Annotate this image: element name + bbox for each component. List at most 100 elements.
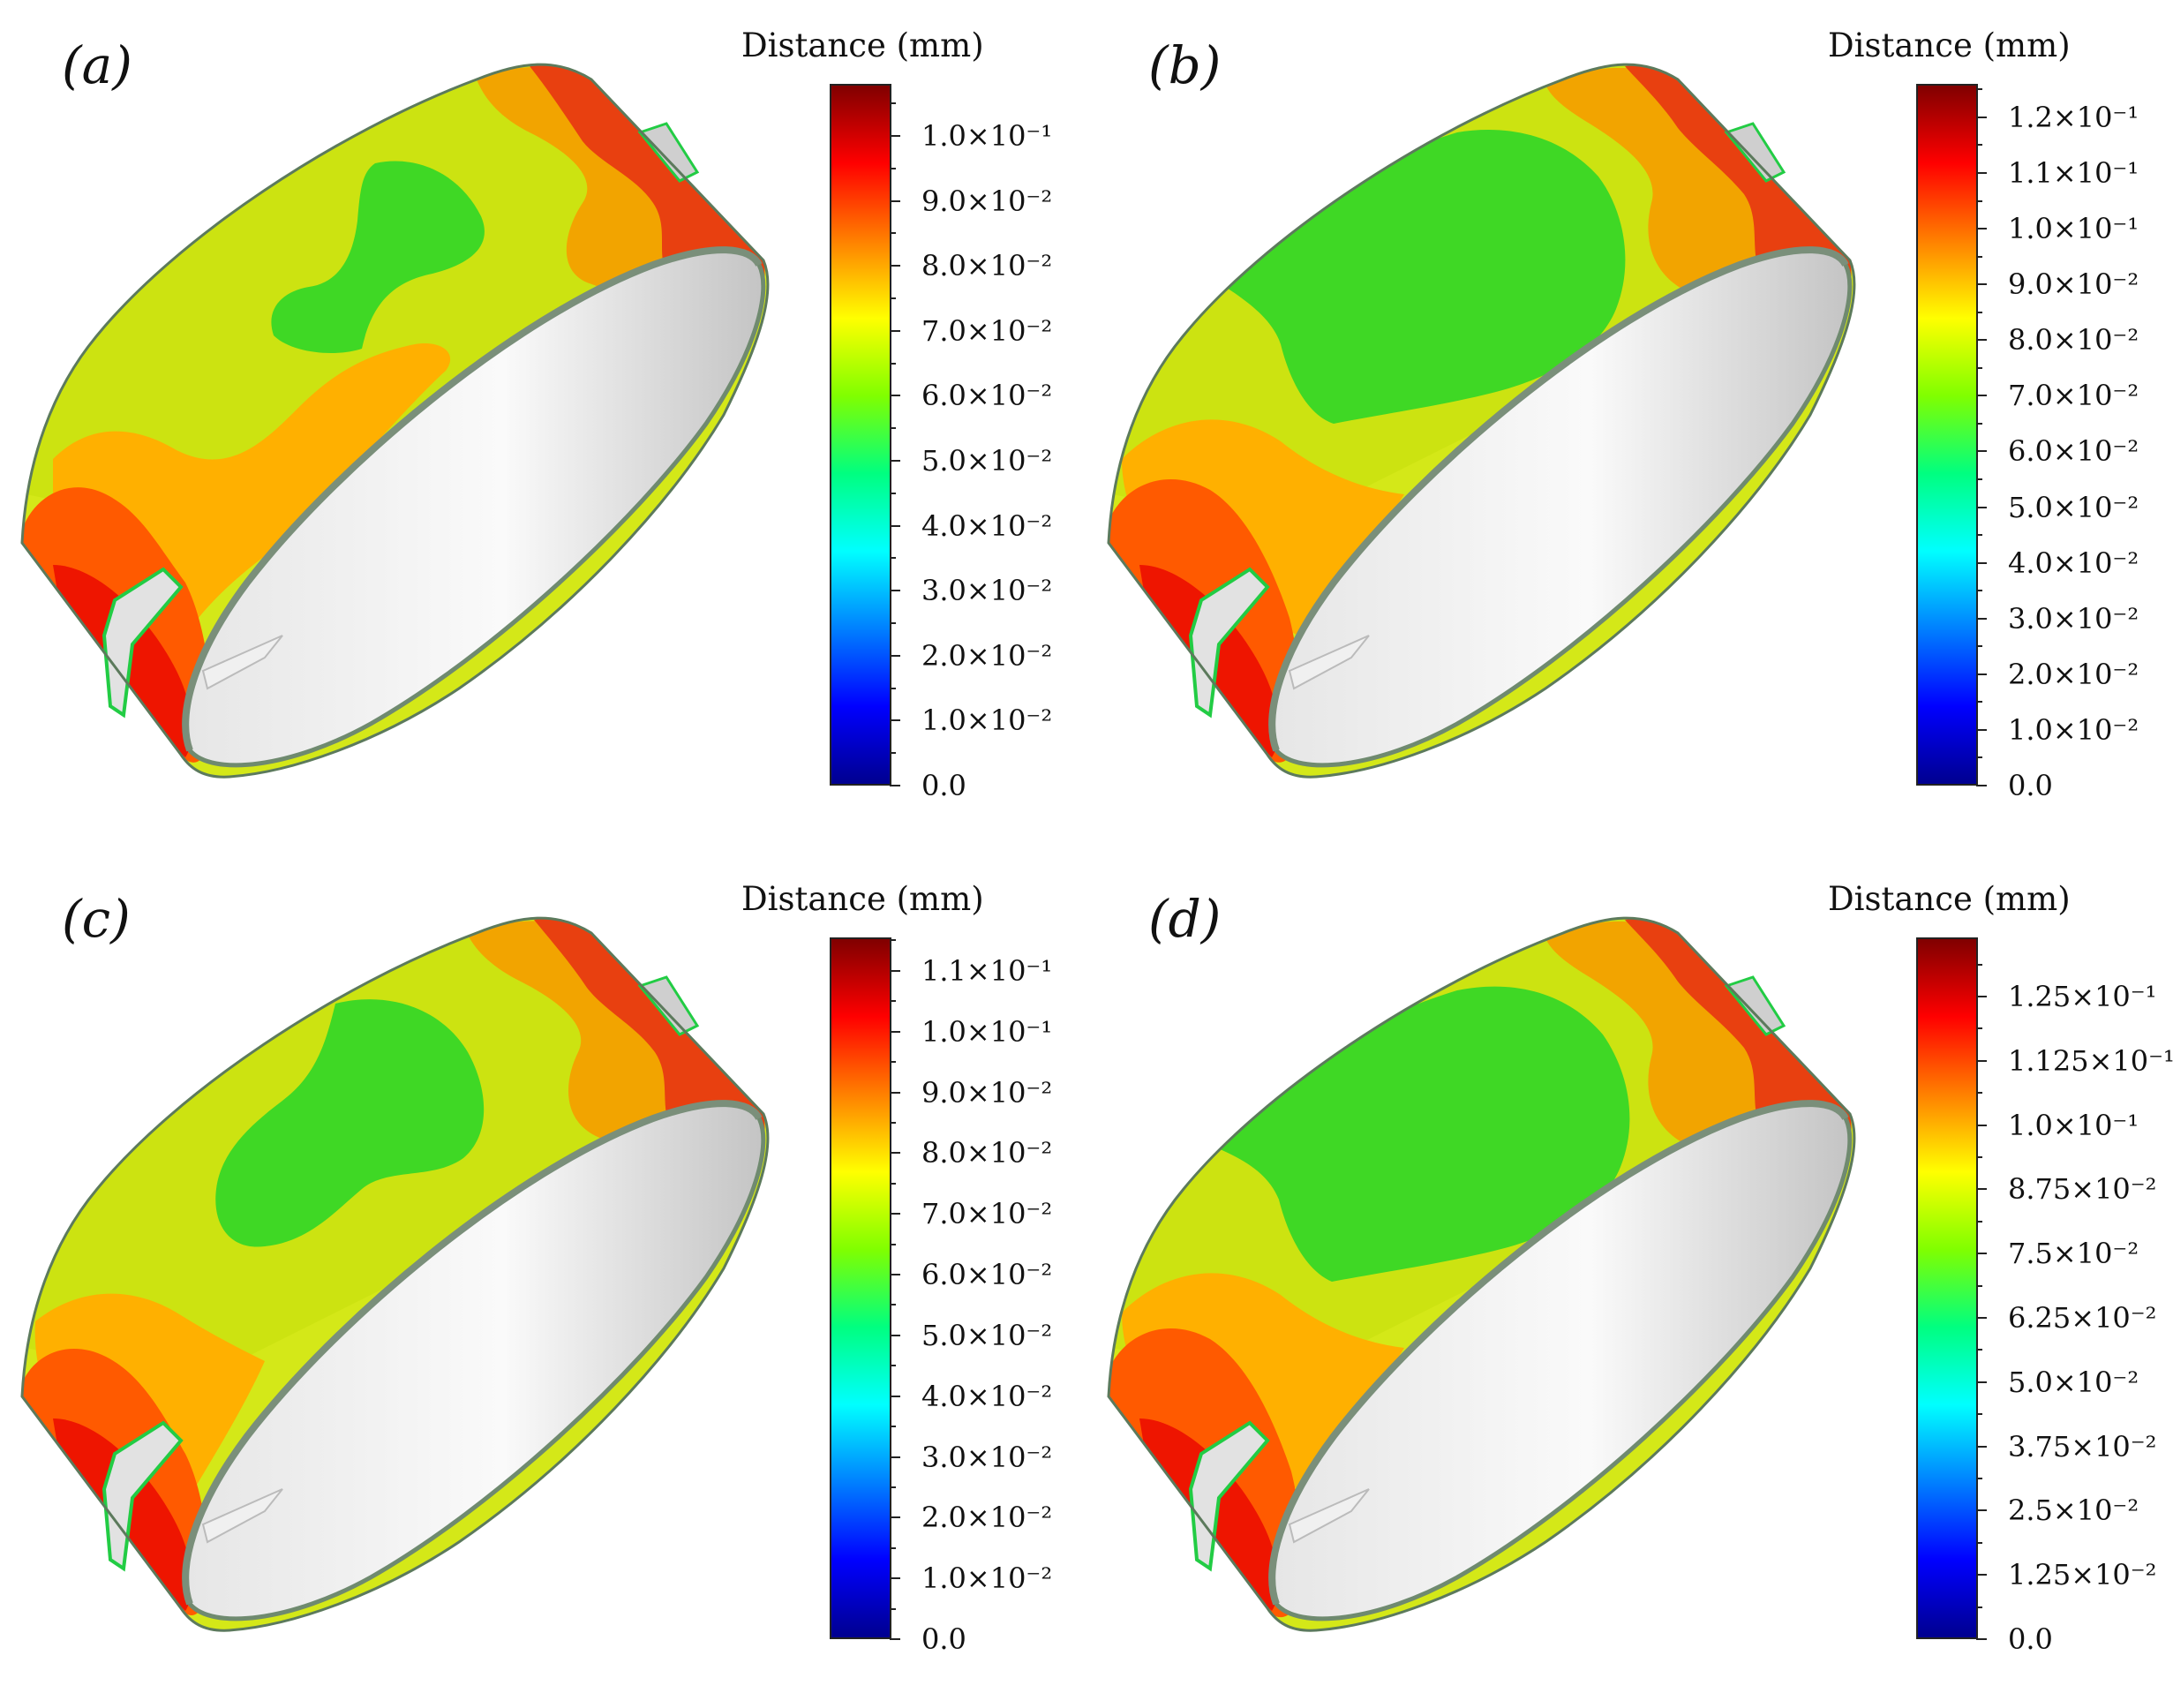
colorbar-minor-tick — [1976, 144, 1982, 147]
ring-outline — [1107, 63, 1856, 779]
colorbar-tick-mark — [890, 134, 900, 137]
colorbar-tick-mark — [1976, 728, 1987, 731]
colorbar-tick-mark — [890, 265, 900, 267]
colorbar-tick-label: 8.0×10⁻² — [921, 249, 1053, 283]
colorbar-tick-label: 1.0×10⁻² — [2008, 712, 2139, 747]
colorbar-minor-tick — [1976, 701, 1982, 704]
colorbar-tick-mark — [890, 1091, 900, 1094]
colorbar-minor-tick — [1976, 1027, 1982, 1030]
colorbar-minor-tick — [1976, 645, 1982, 648]
panel-label: (b) — [1148, 35, 1222, 95]
colorbar-tick-mark — [890, 199, 900, 202]
ring-outline — [20, 63, 770, 779]
colorbar-tick-label: 5.0×10⁻² — [2008, 1365, 2139, 1399]
colorbar-tick-label: 6.25×10⁻² — [2008, 1300, 2157, 1335]
panel-label: (d) — [1148, 889, 1222, 949]
colorbar-tick-label: 5.0×10⁻² — [921, 1318, 1053, 1352]
colorbar-minor-tick — [1976, 1477, 1982, 1479]
colorbar-tick-mark — [890, 1638, 900, 1640]
colorbar-tick-mark — [1976, 116, 1987, 118]
colorbar-tick-label: 4.0×10⁻² — [2008, 546, 2139, 580]
colorbar-tick-mark — [890, 969, 900, 972]
colorbar-tick-label: 1.0×10⁻¹ — [2008, 1108, 2139, 1142]
colorbar-minor-tick — [1976, 1413, 1982, 1416]
colorbar-minor-tick — [1976, 590, 1982, 592]
colorbar-minor-tick — [890, 1365, 896, 1367]
colorbar-tick-label: 9.0×10⁻² — [921, 184, 1053, 218]
colorbar-minor-tick — [890, 362, 896, 365]
colorbar-tick-label: 1.2×10⁻¹ — [2008, 100, 2139, 134]
colorbar-minor-tick — [1976, 255, 1982, 258]
colorbar-minor-tick — [1976, 1092, 1982, 1095]
colorbar-minor-tick — [1976, 311, 1982, 313]
ring-rim — [1268, 1100, 1849, 1606]
panel-label: (c) — [62, 889, 131, 949]
colorbar-minor-tick — [1976, 199, 1982, 202]
colorbar-minor-tick — [1976, 1606, 1982, 1608]
colorbar-tick-mark — [890, 654, 900, 657]
colorbar-tick-mark — [1976, 395, 1987, 397]
colorbar-tick-mark — [1976, 171, 1987, 174]
colorbar-tick-label: 9.0×10⁻² — [921, 1075, 1053, 1110]
colorbar-tick-label: 7.5×10⁻² — [2008, 1237, 2139, 1271]
colorbar-tick-label: 3.0×10⁻² — [2008, 601, 2139, 636]
slot-inner-edge — [201, 635, 283, 690]
colorbar-minor-tick — [1976, 88, 1982, 91]
colorbar-tick-mark — [1976, 283, 1987, 286]
colorbar-tick-mark — [890, 395, 900, 397]
colorbar-tick-label: 9.0×10⁻² — [2008, 267, 2139, 302]
colorbar-tick-mark — [1976, 1316, 1987, 1319]
colorbar-tick-mark — [1976, 1509, 1987, 1512]
panel-b: (b) Distance (mm) 0.0 1.0×10⁻² 2.0×10⁻² 3.0… — [1086, 0, 2173, 854]
colorbar-gradient — [1916, 84, 1978, 786]
colorbar-minor-tick — [890, 1000, 896, 1003]
ring-outline — [1107, 916, 1856, 1632]
ring-rim — [182, 1100, 763, 1606]
colorbar-minor-tick — [890, 1182, 896, 1185]
colorbar-minor-tick — [890, 687, 896, 689]
colorbar-minor-tick — [890, 939, 896, 942]
ring-rim — [182, 246, 763, 752]
colorbar-tick-label: 1.125×10⁻¹ — [2008, 1043, 2173, 1078]
colorbar-tick-mark — [890, 1030, 900, 1033]
colorbar-minor-tick — [1976, 366, 1982, 369]
colorbar-tick-mark — [890, 1577, 900, 1580]
colorbar-tick-label: 8.75×10⁻² — [2008, 1172, 2157, 1207]
colorbar-tick-label: 7.0×10⁻² — [921, 313, 1053, 348]
colorbar-gradient — [830, 937, 891, 1639]
colorbar-minor-tick — [1976, 1220, 1982, 1223]
colorbar-minor-tick — [1976, 963, 1982, 966]
colorbar-tick-mark — [890, 1334, 900, 1336]
colorbar-minor-tick — [890, 1426, 896, 1428]
colorbar-tick-label: 1.0×10⁻² — [921, 704, 1053, 738]
colorbar-minor-tick — [890, 621, 896, 624]
colorbar-tick-mark — [1976, 1381, 1987, 1383]
colorbar-minor-tick — [1976, 534, 1982, 537]
colorbar-minor-tick — [890, 492, 896, 494]
colorbar-minor-tick — [1976, 756, 1982, 759]
colorbar-tick-mark — [1976, 673, 1987, 675]
colorbar-tick-mark — [890, 1152, 900, 1155]
ring-svg — [1107, 63, 1856, 779]
colorbar-minor-tick — [890, 1121, 896, 1124]
colorbar-tick-mark — [1976, 785, 1987, 786]
colorbar-minor-tick — [890, 1546, 896, 1549]
ring-rim — [1268, 246, 1849, 752]
colorbar-tick-mark — [1976, 995, 1987, 997]
contour-regions — [1109, 64, 1852, 763]
colorbar-tick-label: 1.25×10⁻² — [2008, 1558, 2157, 1592]
colorbar-gradient — [1916, 937, 1978, 1639]
colorbar-tick-mark — [1976, 228, 1987, 230]
contour-orange — [34, 1293, 265, 1489]
colorbar-minor-tick — [890, 232, 896, 235]
colorbar-minor-tick — [890, 102, 896, 105]
colorbar-tick-label: 0.0 — [2008, 1622, 2053, 1656]
panel-d: (d) Distance (mm) 0.0 1.25×10⁻² 2.5×10⁻² 3.… — [1086, 854, 2173, 1707]
colorbar-title: Distance (mm) — [1828, 880, 2071, 918]
colorbar-tick-label: 2.0×10⁻² — [921, 638, 1053, 673]
colorbar-tick-mark — [890, 524, 900, 527]
colorbar-tick-label: 1.25×10⁻¹ — [2008, 979, 2157, 1013]
colorbar-tick-label: 5.0×10⁻² — [921, 443, 1053, 478]
slot-cut-right — [1724, 122, 1786, 183]
colorbar-tick-label: 1.0×10⁻² — [921, 1561, 1053, 1596]
